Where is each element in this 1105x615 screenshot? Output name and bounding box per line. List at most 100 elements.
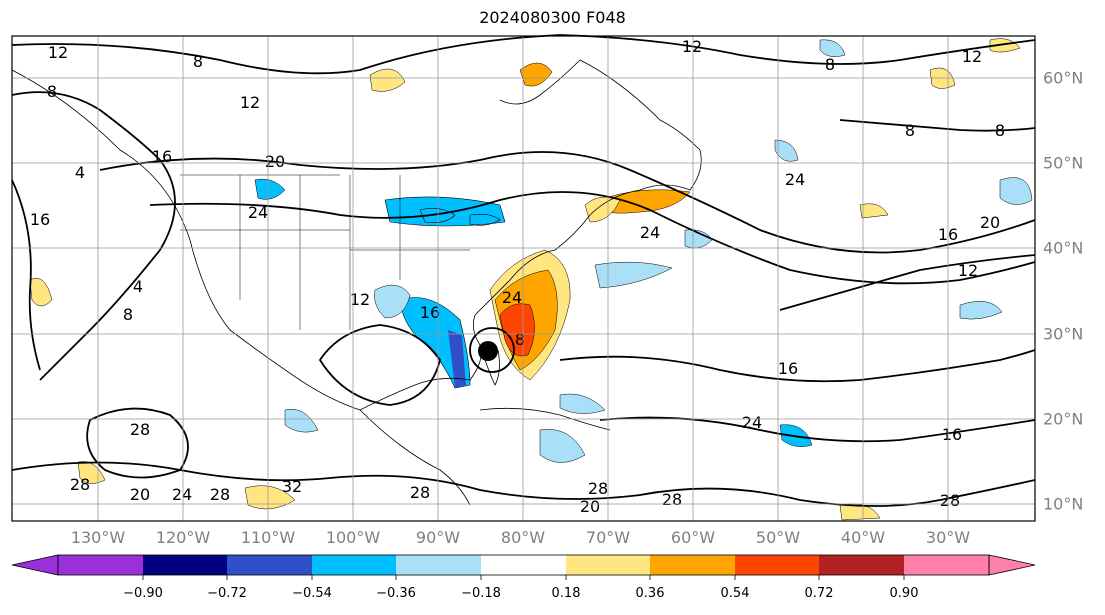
contour-16-west <box>11 179 41 371</box>
contour-label: 24 <box>785 170 805 189</box>
yellow-patch-6 <box>859 203 889 219</box>
blue-patch-great-lakes <box>384 196 506 227</box>
contour-label: 28 <box>130 420 150 439</box>
contour-label: 24 <box>172 485 192 504</box>
contour-label: 12 <box>48 43 68 62</box>
lightblue-patch-texas <box>374 284 411 319</box>
contour-label: 16 <box>942 425 962 444</box>
contour-label: 20 <box>130 485 150 504</box>
latitude-label: 40°N <box>1043 238 1084 258</box>
longitude-label: 90°W <box>415 528 461 547</box>
yellow-patch-2 <box>244 485 296 510</box>
lightblue-patch-8 <box>284 408 319 433</box>
colorbar-bin <box>143 555 227 575</box>
contour-label: 28 <box>70 475 90 494</box>
colorbar-bin <box>566 555 650 575</box>
state-borders <box>180 174 470 330</box>
colorbar-tick-label: 0.90 <box>889 586 919 601</box>
contour-label: 20 <box>265 152 285 171</box>
contour-label: 28 <box>662 490 682 509</box>
colorbar <box>11 554 1036 580</box>
lightblue-patch-1 <box>254 178 286 200</box>
yellow-patch-1 <box>369 68 406 92</box>
contour-label: 4 <box>75 163 85 182</box>
longitude-label: 130°W <box>70 528 126 547</box>
colorbar-bin <box>312 555 396 575</box>
contour-hurricane-ring <box>469 327 515 373</box>
longitude-label: 30°W <box>925 528 971 547</box>
contour-label: 28 <box>410 483 430 502</box>
longitude-label: 40°W <box>840 528 886 547</box>
contour-label: 8 <box>193 52 203 71</box>
lightblue-patch-2 <box>594 261 673 289</box>
contour-label: 16 <box>30 210 50 229</box>
colorbar-tick-label: −0.36 <box>376 586 416 601</box>
contour-label: 20 <box>580 497 600 516</box>
contour-label: 8 <box>905 121 915 140</box>
latitude-label: 30°N <box>1043 324 1084 344</box>
contour-8-west <box>11 91 176 381</box>
contour-label: 24 <box>640 223 660 242</box>
contour-label: 28 <box>940 491 960 510</box>
colorbar-tick-label: 0.18 <box>551 586 581 601</box>
colorbar-bin <box>735 555 819 575</box>
colorbar-bin <box>819 555 904 575</box>
orange-patch-canada <box>599 189 691 214</box>
contour-label-group: 12 8 12 8 8 8 20 16 24 4 12 8 24 24 16 2… <box>30 37 1005 516</box>
contour-label: 8 <box>825 55 835 74</box>
hurricane-center-marker <box>478 341 498 361</box>
contour-label: 12 <box>682 37 702 56</box>
longitude-label: 60°W <box>670 528 716 547</box>
contour-label: 4 <box>133 277 143 296</box>
contour-lines <box>11 34 1036 507</box>
colorbar-extend-max <box>988 554 1036 576</box>
contour-label: 12 <box>962 47 982 66</box>
latitude-label: 10°N <box>1043 494 1084 514</box>
lightblue-patch-9 <box>539 429 586 463</box>
colorbar-tick-label: −0.72 <box>207 586 247 601</box>
red-patch-east-coast <box>499 303 535 357</box>
contour-label: 28 <box>210 485 230 504</box>
yellow-patch-canada <box>584 196 621 223</box>
plot-title: 2024080300 F048 <box>479 8 626 27</box>
north-america-coast <box>11 59 702 411</box>
colorbar-frame <box>57 554 990 576</box>
central-america-coast <box>359 409 471 506</box>
contour-label: 12 <box>240 93 260 112</box>
colorbar-bin <box>650 555 735 575</box>
warm-shading <box>29 38 1021 521</box>
colorbar-tick-label: −0.54 <box>292 586 332 601</box>
colorbar-bin <box>481 555 566 575</box>
colorbar-tick-label: 0.36 <box>635 586 665 601</box>
yellow-patch-7 <box>989 38 1021 53</box>
contour-24 <box>149 191 1036 285</box>
blue-shading <box>254 39 1033 463</box>
map-frame <box>11 35 1036 522</box>
colorbar-tick-label: 0.54 <box>720 586 750 601</box>
latitude-label: 60°N <box>1043 68 1084 88</box>
colorbar-extend-min <box>11 554 59 576</box>
orange-patch-hudson <box>519 62 553 87</box>
longitude-label: 110°W <box>240 528 296 547</box>
contour-label: 8 <box>995 121 1005 140</box>
contour-label: 8 <box>47 82 57 101</box>
colorbar-bin <box>58 555 143 575</box>
contour-label: 16 <box>778 359 798 378</box>
contour-20-sw <box>86 407 189 479</box>
contour-label: 16 <box>420 303 440 322</box>
darkblue-patch-gulf <box>448 330 466 388</box>
contour-high-gulf <box>318 324 441 406</box>
contour-label: 8 <box>123 305 133 324</box>
longitude-label: 50°W <box>755 528 801 547</box>
contour-16-atlantic <box>559 349 1036 383</box>
contour-label: 20 <box>980 213 1000 232</box>
contour-8-east <box>839 119 1036 132</box>
lightblue-patch-10 <box>559 393 606 414</box>
colorbar-bin <box>227 555 312 575</box>
contour-label: 24 <box>742 413 762 432</box>
colorbar-bin <box>904 555 989 575</box>
lightblue-patch-4 <box>774 139 799 162</box>
latitude-label: 50°N <box>1043 153 1084 173</box>
colorbar-tick-label: −0.18 <box>461 586 501 601</box>
